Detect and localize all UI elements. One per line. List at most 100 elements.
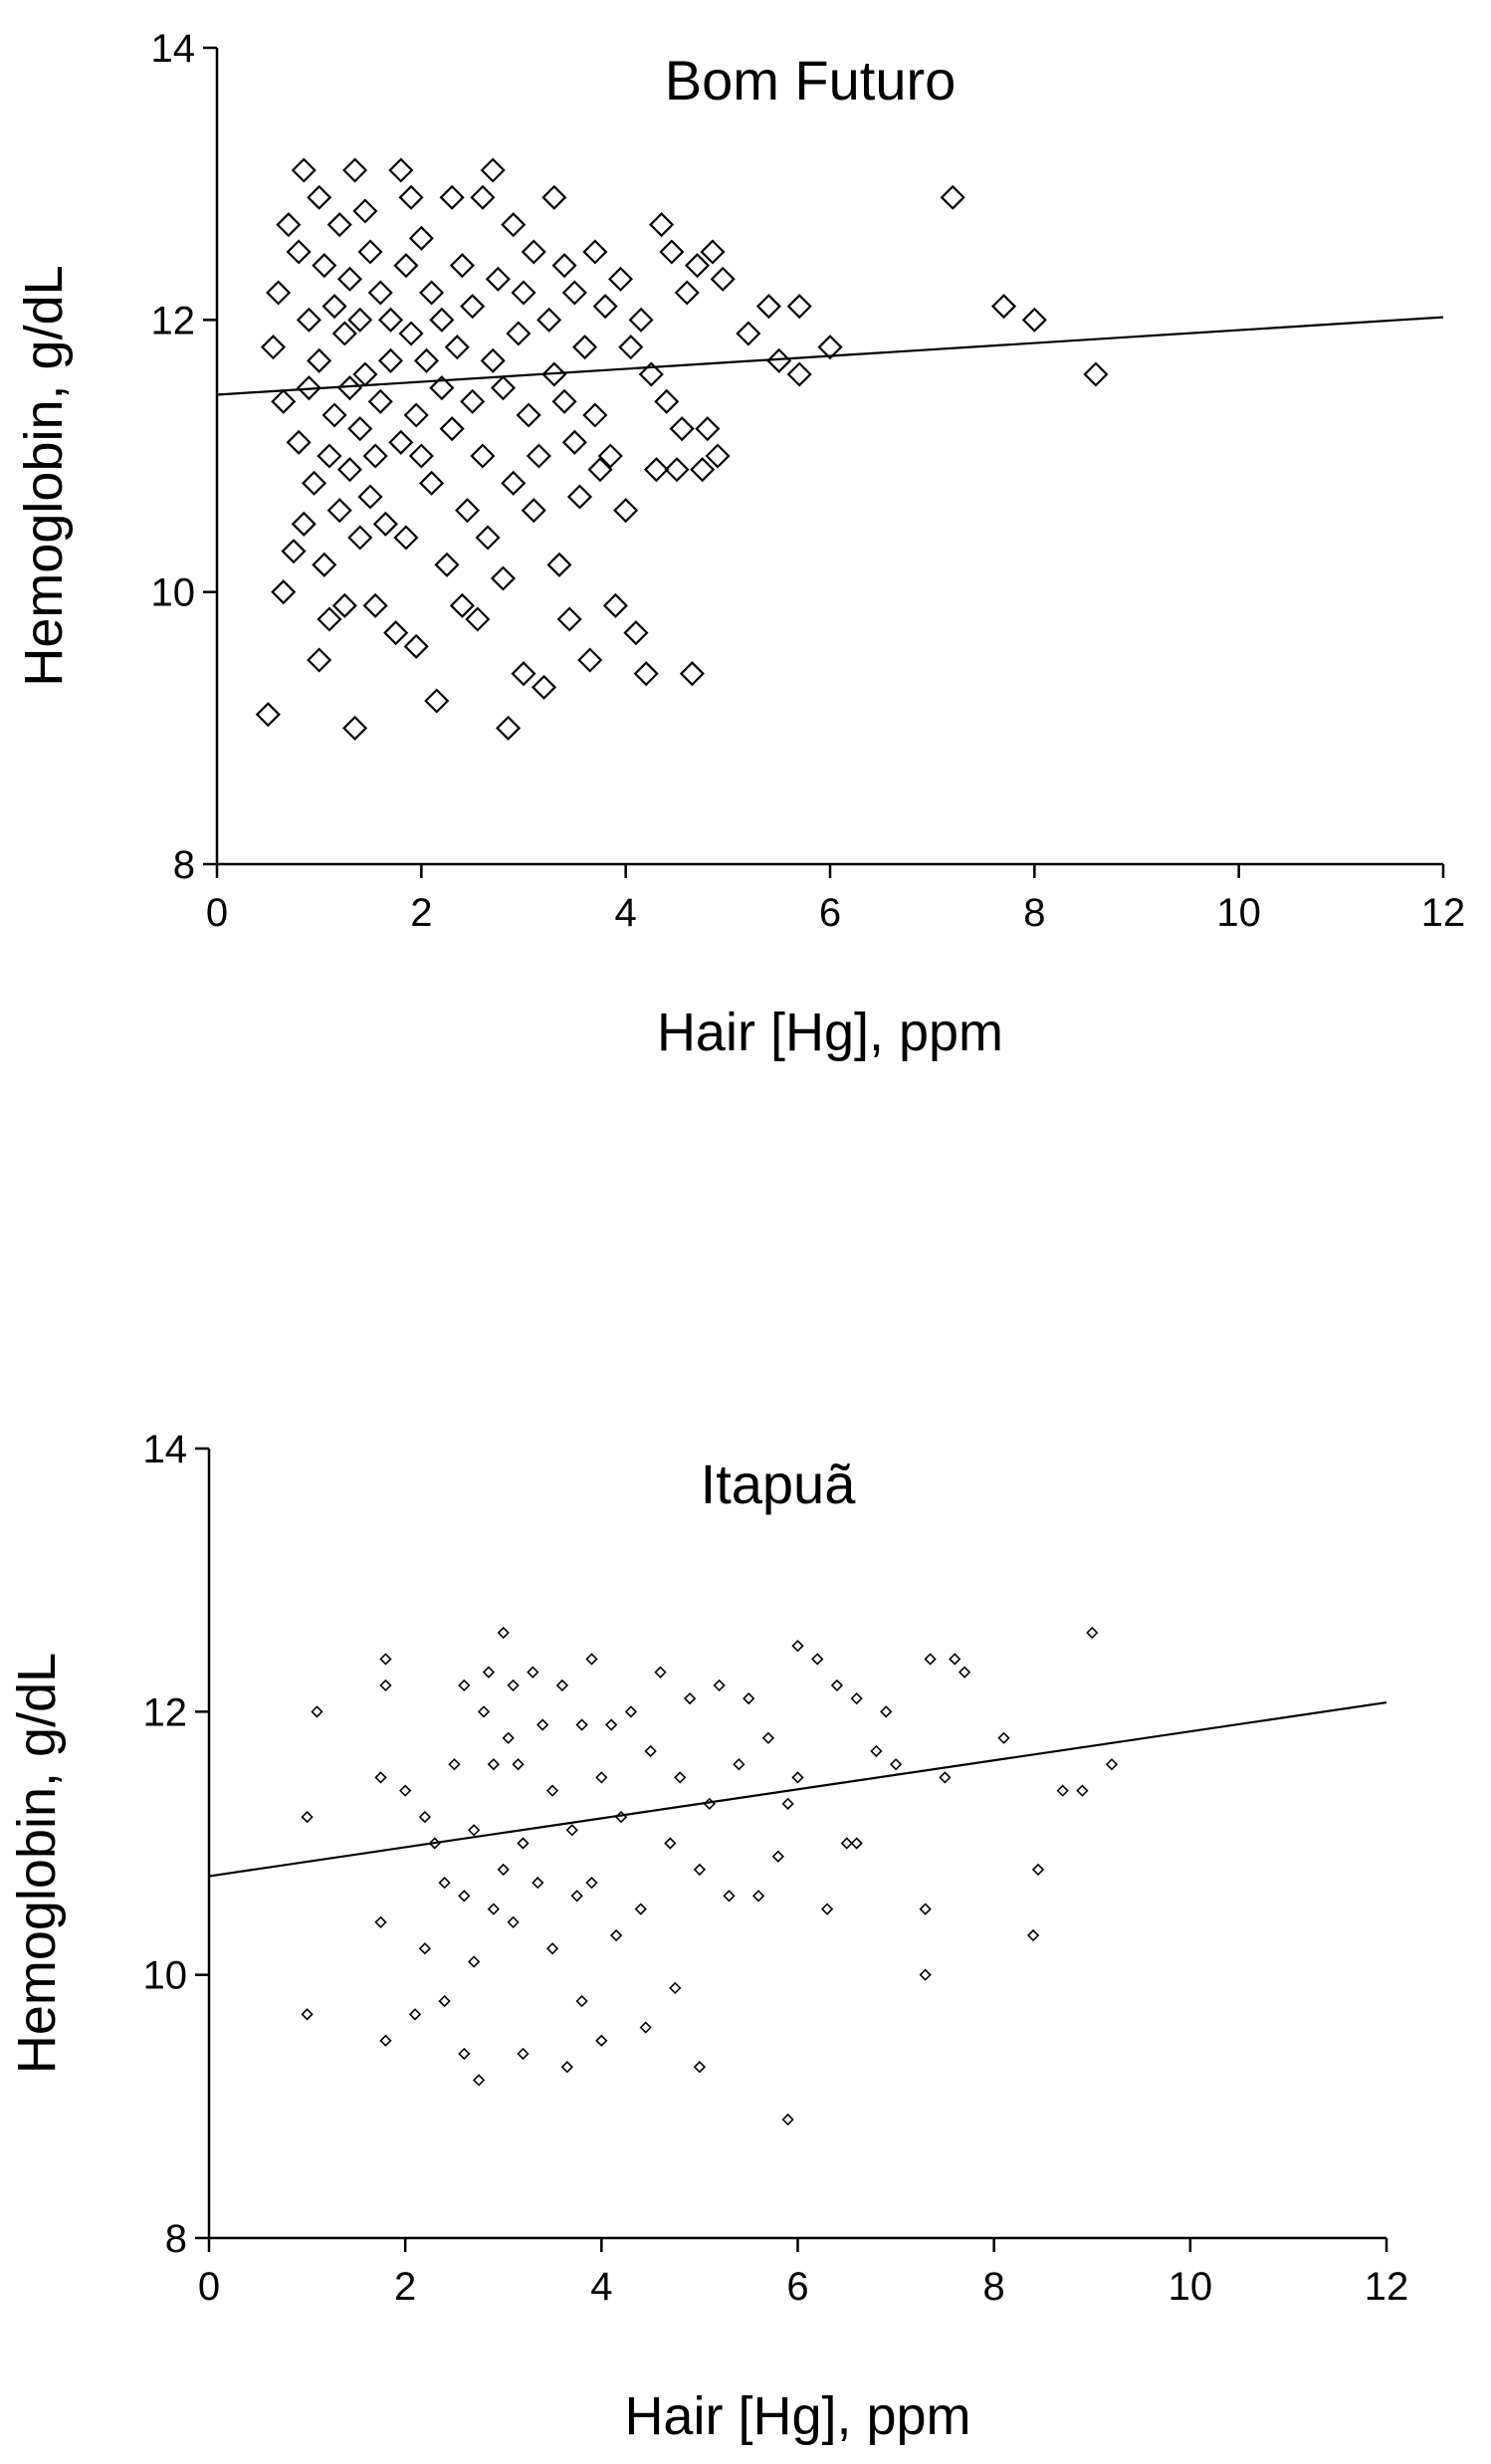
data-point — [570, 1890, 583, 1903]
data-point — [312, 552, 337, 577]
data-point — [693, 1863, 707, 1877]
data-point — [336, 457, 363, 483]
data-point — [1031, 1863, 1045, 1877]
data-point — [1026, 1928, 1040, 1942]
data-point — [438, 1877, 451, 1890]
data-point — [439, 416, 465, 442]
x-tick-label: 8 — [983, 2265, 1005, 2309]
data-point — [507, 1679, 520, 1692]
data-point — [458, 1679, 471, 1692]
data-point — [342, 715, 368, 741]
data-point — [817, 335, 843, 360]
y-axis-title: Hemoglobin, g/dL — [14, 265, 74, 686]
data-point — [561, 429, 587, 455]
data-point — [296, 375, 321, 401]
data-point — [1083, 361, 1109, 387]
data-point — [286, 239, 312, 265]
data-point — [880, 1705, 893, 1718]
data-point — [551, 253, 577, 279]
data-point — [919, 1968, 932, 1981]
data-point — [585, 1653, 598, 1666]
data-point — [751, 1890, 765, 1903]
data-point — [321, 294, 347, 320]
data-point — [377, 347, 404, 373]
data-point — [733, 1758, 746, 1771]
data-point — [347, 416, 373, 442]
data-point — [357, 239, 383, 265]
x-axis-title: Hair [Hg], ppm — [624, 2386, 970, 2446]
data-point — [889, 1758, 903, 1771]
data-point — [595, 2034, 608, 2047]
data-point — [585, 1877, 598, 1890]
data-point — [403, 402, 429, 428]
x-tick-label: 8 — [1023, 891, 1045, 935]
data-point — [595, 1771, 608, 1784]
data-point — [388, 157, 414, 183]
data-point — [490, 565, 517, 591]
data-point — [949, 1653, 961, 1666]
data-point — [468, 1824, 481, 1837]
data-point — [398, 184, 424, 210]
data-point — [684, 253, 711, 279]
data-point — [643, 457, 670, 483]
data-point — [560, 2061, 573, 2074]
data-point — [541, 184, 567, 210]
data-point — [850, 1837, 863, 1850]
data-point — [723, 1890, 736, 1903]
data-point — [281, 539, 307, 564]
x-tick-label: 6 — [819, 891, 841, 935]
data-point — [465, 606, 491, 632]
data-point — [413, 347, 440, 373]
data-point — [497, 1863, 510, 1877]
data-point — [434, 552, 460, 577]
data-point — [575, 1994, 588, 2008]
data-point — [644, 1744, 657, 1758]
data-point — [1021, 307, 1047, 333]
data-point — [536, 1718, 549, 1731]
data-point — [811, 1653, 824, 1666]
data-point — [572, 335, 598, 360]
data-point — [634, 1903, 647, 1915]
data-point — [408, 225, 434, 251]
data-point — [367, 388, 393, 414]
data-point — [501, 470, 527, 496]
x-tick-label: 2 — [410, 891, 432, 935]
data-point — [674, 1771, 687, 1784]
data-point — [664, 1837, 677, 1850]
data-point — [255, 702, 281, 728]
data-point — [511, 661, 536, 687]
data-point — [496, 715, 522, 741]
chart-bom-futuro: 0 2 4 6 8 10 12 8 10 12 14 Bom Futuro Hair [Hg], ppm… — [14, 27, 1465, 1062]
data-point — [458, 2047, 471, 2061]
data-point — [475, 525, 501, 551]
data-point — [545, 1784, 559, 1797]
y-tick-label: 8 — [165, 2217, 187, 2261]
data-point — [454, 498, 481, 524]
data-point — [710, 266, 736, 292]
data-point — [379, 1679, 392, 1692]
data-point — [291, 511, 317, 537]
data-point — [307, 347, 332, 373]
y-tick-label: 12 — [151, 299, 196, 342]
data-point — [545, 1942, 559, 1955]
data-point — [487, 1758, 501, 1771]
data-point — [438, 1994, 451, 2008]
x-tick-label: 4 — [615, 891, 637, 935]
data-point — [669, 416, 695, 442]
data-point — [840, 1837, 853, 1850]
data-point — [791, 1771, 804, 1784]
data-point — [771, 1850, 784, 1863]
data-point — [449, 253, 475, 279]
data-point — [624, 1705, 638, 1718]
data-point — [919, 1903, 932, 1915]
data-point — [566, 484, 593, 510]
x-tick-label: 2 — [394, 2265, 416, 2309]
data-point — [490, 375, 517, 401]
data-point — [388, 429, 414, 455]
data-point — [331, 592, 357, 618]
data-point — [480, 347, 506, 373]
data-point — [669, 1981, 682, 1995]
data-point — [460, 294, 486, 320]
data-point — [472, 2074, 486, 2087]
data-point — [830, 1679, 844, 1692]
